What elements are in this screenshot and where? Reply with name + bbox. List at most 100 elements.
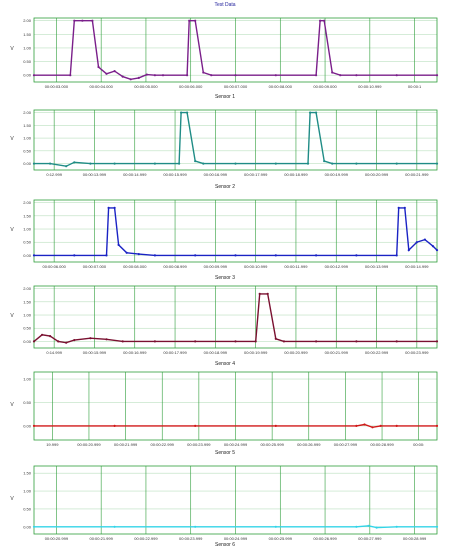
data-point xyxy=(73,339,76,342)
data-point xyxy=(105,338,108,341)
data-point xyxy=(32,74,36,77)
data-point xyxy=(107,206,110,209)
data-point xyxy=(125,251,128,254)
y-tick-label: 0.00 xyxy=(23,339,32,344)
plot-frame xyxy=(33,285,438,349)
data-point xyxy=(194,424,197,427)
data-point xyxy=(113,206,116,209)
data-point xyxy=(355,525,358,528)
y-tick-label: 0.00 xyxy=(23,524,32,529)
data-point xyxy=(73,254,76,257)
data-point xyxy=(435,340,439,343)
y-tick-label: 1.50 xyxy=(23,471,32,476)
x-tick-label: 00:00:14.999 xyxy=(123,172,147,177)
data-point xyxy=(274,337,277,340)
data-point xyxy=(367,524,370,527)
x-tick-label: 00:00:23.999 xyxy=(187,442,211,447)
x-tick-label: 00:00:23.999 xyxy=(405,350,429,355)
x-tick-label: 00:00:16.999 xyxy=(123,350,147,355)
data-point xyxy=(32,424,36,427)
x-tick-label: 00:00:17.999 xyxy=(163,350,187,355)
x-tick-label: 00:00:03.000 xyxy=(45,84,69,89)
x-tick-label: 00:00:09.999 xyxy=(204,264,228,269)
data-point xyxy=(194,160,197,163)
data-point xyxy=(137,76,140,79)
y-tick-label: 2.00 xyxy=(23,286,32,291)
x-tick-label: 00:00:10.999 xyxy=(244,264,268,269)
data-point xyxy=(41,333,44,336)
data-point xyxy=(274,525,277,528)
sensor-panel: 19.999 00:00:20.999 00:00:21.999 00:00:22.9… xyxy=(0,368,450,460)
data-point xyxy=(315,254,318,257)
data-point xyxy=(435,525,439,528)
data-point xyxy=(435,249,439,252)
plot-frame xyxy=(33,199,438,263)
data-point xyxy=(355,162,358,165)
data-point xyxy=(57,340,60,343)
data-point xyxy=(274,424,277,427)
x-tick-label: 00:00:27.999 xyxy=(358,536,382,541)
x-tick-label: 00:00:17.999 xyxy=(244,172,268,177)
data-point xyxy=(234,254,237,257)
x-tick-label: 0:12.999 xyxy=(46,172,62,177)
y-tick-label: 0.00 xyxy=(23,73,32,78)
x-tick-label: 00:00:14.999 xyxy=(405,264,429,269)
y-axis-label: V xyxy=(10,46,14,52)
data-point xyxy=(403,206,406,209)
y-tick-label: 1.50 xyxy=(23,123,32,128)
data-point xyxy=(186,111,189,114)
x-tick-label: 00:00:16.999 xyxy=(204,172,228,177)
x-tick-label: 00:00:22.999 xyxy=(365,350,389,355)
x-tick-label: 00:00:19.999 xyxy=(325,172,349,177)
x-tick-label: 00:00: xyxy=(413,442,424,447)
x-tick-label: 00:00:12.999 xyxy=(325,264,349,269)
data-point xyxy=(266,292,269,295)
x-tick-label: 00:00:23.999 xyxy=(179,536,203,541)
y-tick-label: 0.50 xyxy=(23,326,32,331)
chart-title: Sensor 1 xyxy=(214,94,235,100)
data-point xyxy=(121,75,124,78)
data-point xyxy=(282,340,285,343)
x-tick-label: 00:00:26.999 xyxy=(297,442,321,447)
data-point xyxy=(186,74,189,77)
series-line xyxy=(34,111,437,167)
y-tick-label: 1.00 xyxy=(23,227,32,232)
x-tick-label: 00:00:19.999 xyxy=(244,350,268,355)
data-point xyxy=(89,162,92,165)
data-point xyxy=(105,254,108,257)
x-tick-label: 00:00:25.999 xyxy=(260,442,284,447)
y-tick-label: 2.00 xyxy=(23,110,32,115)
y-axis-label: V xyxy=(10,496,14,502)
y-tick-label: 0.00 xyxy=(23,423,32,428)
data-point xyxy=(194,525,197,528)
y-tick-label: 2.00 xyxy=(23,18,32,23)
data-point xyxy=(81,19,84,22)
data-point xyxy=(49,162,52,165)
x-tick-label: 00:00:08.000 xyxy=(269,84,293,89)
x-tick-label: 0:14.999 xyxy=(46,350,62,355)
sensor-panel: 00:00:06.000 00:00:07.000 00:00:08.000 00:0… xyxy=(0,196,450,285)
data-point xyxy=(423,238,426,241)
data-point xyxy=(194,340,197,343)
data-point xyxy=(395,424,398,427)
y-tick-label: 1.50 xyxy=(23,299,32,304)
chart-svg: 0:14.999 00:00:15.999 00:00:16.999 00:00:17… xyxy=(10,285,439,355)
data-point xyxy=(129,78,132,81)
data-point xyxy=(319,19,322,22)
data-point xyxy=(323,19,326,22)
x-tick-label: 00:00:21.999 xyxy=(89,536,113,541)
data-point xyxy=(73,19,76,22)
plot-frame xyxy=(33,109,438,171)
data-point xyxy=(234,162,237,165)
chart-svg: 00:00:20.999 00:00:21.999 00:00:22.999 00:0… xyxy=(10,465,439,541)
data-point xyxy=(379,424,382,427)
data-point xyxy=(254,340,257,343)
data-point xyxy=(69,74,72,77)
data-point xyxy=(258,292,261,295)
data-point xyxy=(32,254,36,257)
data-point xyxy=(363,423,366,426)
data-point xyxy=(137,253,140,256)
data-point xyxy=(355,74,358,77)
data-point xyxy=(415,241,418,244)
x-tick-label: 00:00:21.999 xyxy=(325,350,349,355)
